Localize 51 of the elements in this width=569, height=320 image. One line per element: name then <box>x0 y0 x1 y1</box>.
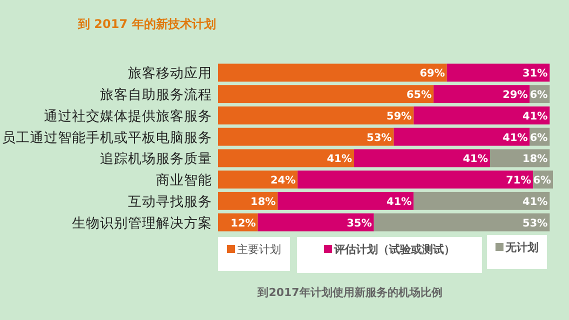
bar <box>446 64 550 82</box>
y-tick-label: 生物识别管理解决方案 <box>72 214 212 232</box>
data-label: 35% <box>346 217 372 230</box>
bar <box>218 64 447 82</box>
bar <box>414 106 550 124</box>
bar <box>218 85 434 104</box>
data-label: 24% <box>270 174 296 187</box>
data-label: 65% <box>406 89 432 102</box>
data-label: 59% <box>386 110 412 122</box>
bar <box>258 213 374 232</box>
y-tick-label: 互动寻找服务 <box>128 194 212 210</box>
bar <box>354 149 490 168</box>
data-label: 6% <box>530 89 548 102</box>
chart-title: 到 2017 年的新技术计划 <box>77 17 216 31</box>
data-label: 53% <box>522 217 548 230</box>
data-label: 41% <box>502 132 528 144</box>
y-tick-label: 员工通过智能手机或平板电脑服务 <box>2 130 212 146</box>
y-tick-label: 旅客移动应用 <box>128 66 212 82</box>
bar <box>414 192 550 210</box>
data-label: 53% <box>366 132 392 144</box>
y-tick-label: 通过社交媒体提供旅客服务 <box>44 108 212 124</box>
bar <box>298 170 534 189</box>
data-label: 71% <box>506 174 532 187</box>
bar <box>278 192 414 210</box>
data-label: 31% <box>522 68 548 80</box>
y-tick-label: 旅客自助服务流程 <box>100 87 212 104</box>
y-tick-label: 追踪机场服务质量 <box>100 151 212 168</box>
bar <box>218 128 394 146</box>
bar <box>218 106 414 124</box>
data-label: 41% <box>522 110 548 122</box>
bar <box>218 170 298 189</box>
data-label: 69% <box>420 68 446 80</box>
data-label: 18% <box>522 153 548 166</box>
legend-label: 主要计划 <box>237 243 281 256</box>
data-label: 41% <box>462 153 488 166</box>
legend-label: 评估计划（试验或测试） <box>333 243 455 256</box>
data-label: 29% <box>502 89 528 102</box>
data-label: 6% <box>533 174 552 187</box>
data-label: 12% <box>230 217 256 230</box>
data-label: 6% <box>530 132 548 144</box>
data-label: 41% <box>522 196 548 208</box>
data-label: 18% <box>250 196 276 208</box>
y-tick-label: 商业智能 <box>156 172 212 189</box>
data-label: 41% <box>326 153 352 166</box>
data-label: 41% <box>386 196 412 208</box>
bar <box>394 128 530 146</box>
legend-label: 无计划 <box>504 241 538 254</box>
bar <box>218 149 354 168</box>
bar <box>434 85 530 104</box>
bar <box>374 213 550 232</box>
text: 到2017年计划使用新服务的机场比例 <box>256 286 442 299</box>
